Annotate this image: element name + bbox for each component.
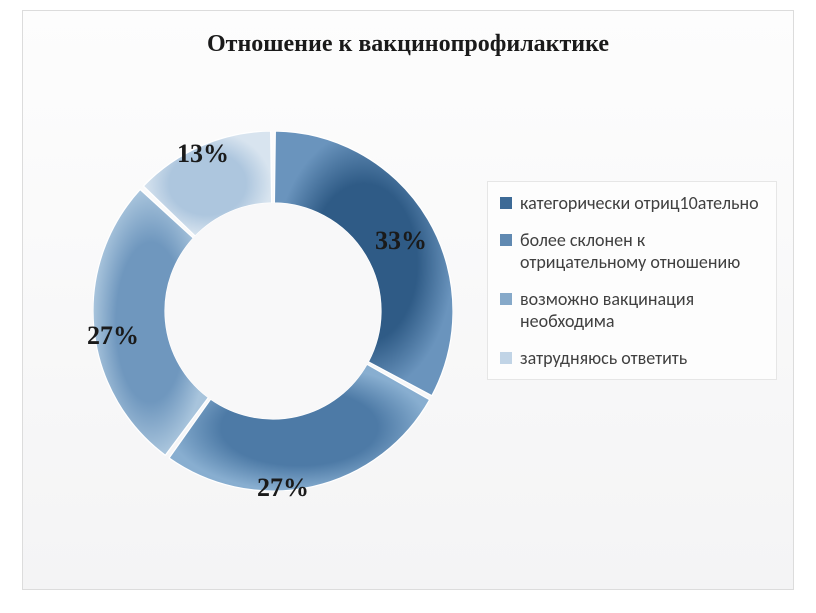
legend-item-1: более склонен к отрицательному отношению [500, 229, 764, 274]
donut-svg [93, 131, 453, 491]
legend-swatch-3 [500, 352, 512, 364]
slice-label-0: 33% [375, 226, 427, 256]
legend-swatch-0 [500, 197, 512, 209]
legend: категорически отриц10ательно более склон… [487, 181, 777, 380]
donut-chart: 33% 27% 27% 13% [93, 131, 453, 491]
chart-container: Отношение к вакцинопрофилактике 33% 27% … [22, 10, 794, 590]
legend-item-2: возможно вакцинация необходима [500, 288, 764, 333]
legend-item-0: категорически отриц10ательно [500, 192, 764, 215]
legend-text-1: более склонен к отрицательному отношению [520, 229, 764, 274]
legend-text-2: возможно вакцинация необходима [520, 288, 764, 333]
chart-title: Отношение к вакцинопрофилактике [23, 31, 793, 58]
legend-text-0: категорически отриц10ательно [520, 192, 764, 215]
slice-label-1: 27% [257, 473, 309, 503]
legend-text-3: затрудняюсь ответить [520, 347, 764, 370]
legend-swatch-1 [500, 234, 512, 246]
slice-label-2: 27% [87, 321, 139, 351]
legend-item-3: затрудняюсь ответить [500, 347, 764, 370]
slice-label-3: 13% [177, 139, 229, 169]
legend-swatch-2 [500, 293, 512, 305]
